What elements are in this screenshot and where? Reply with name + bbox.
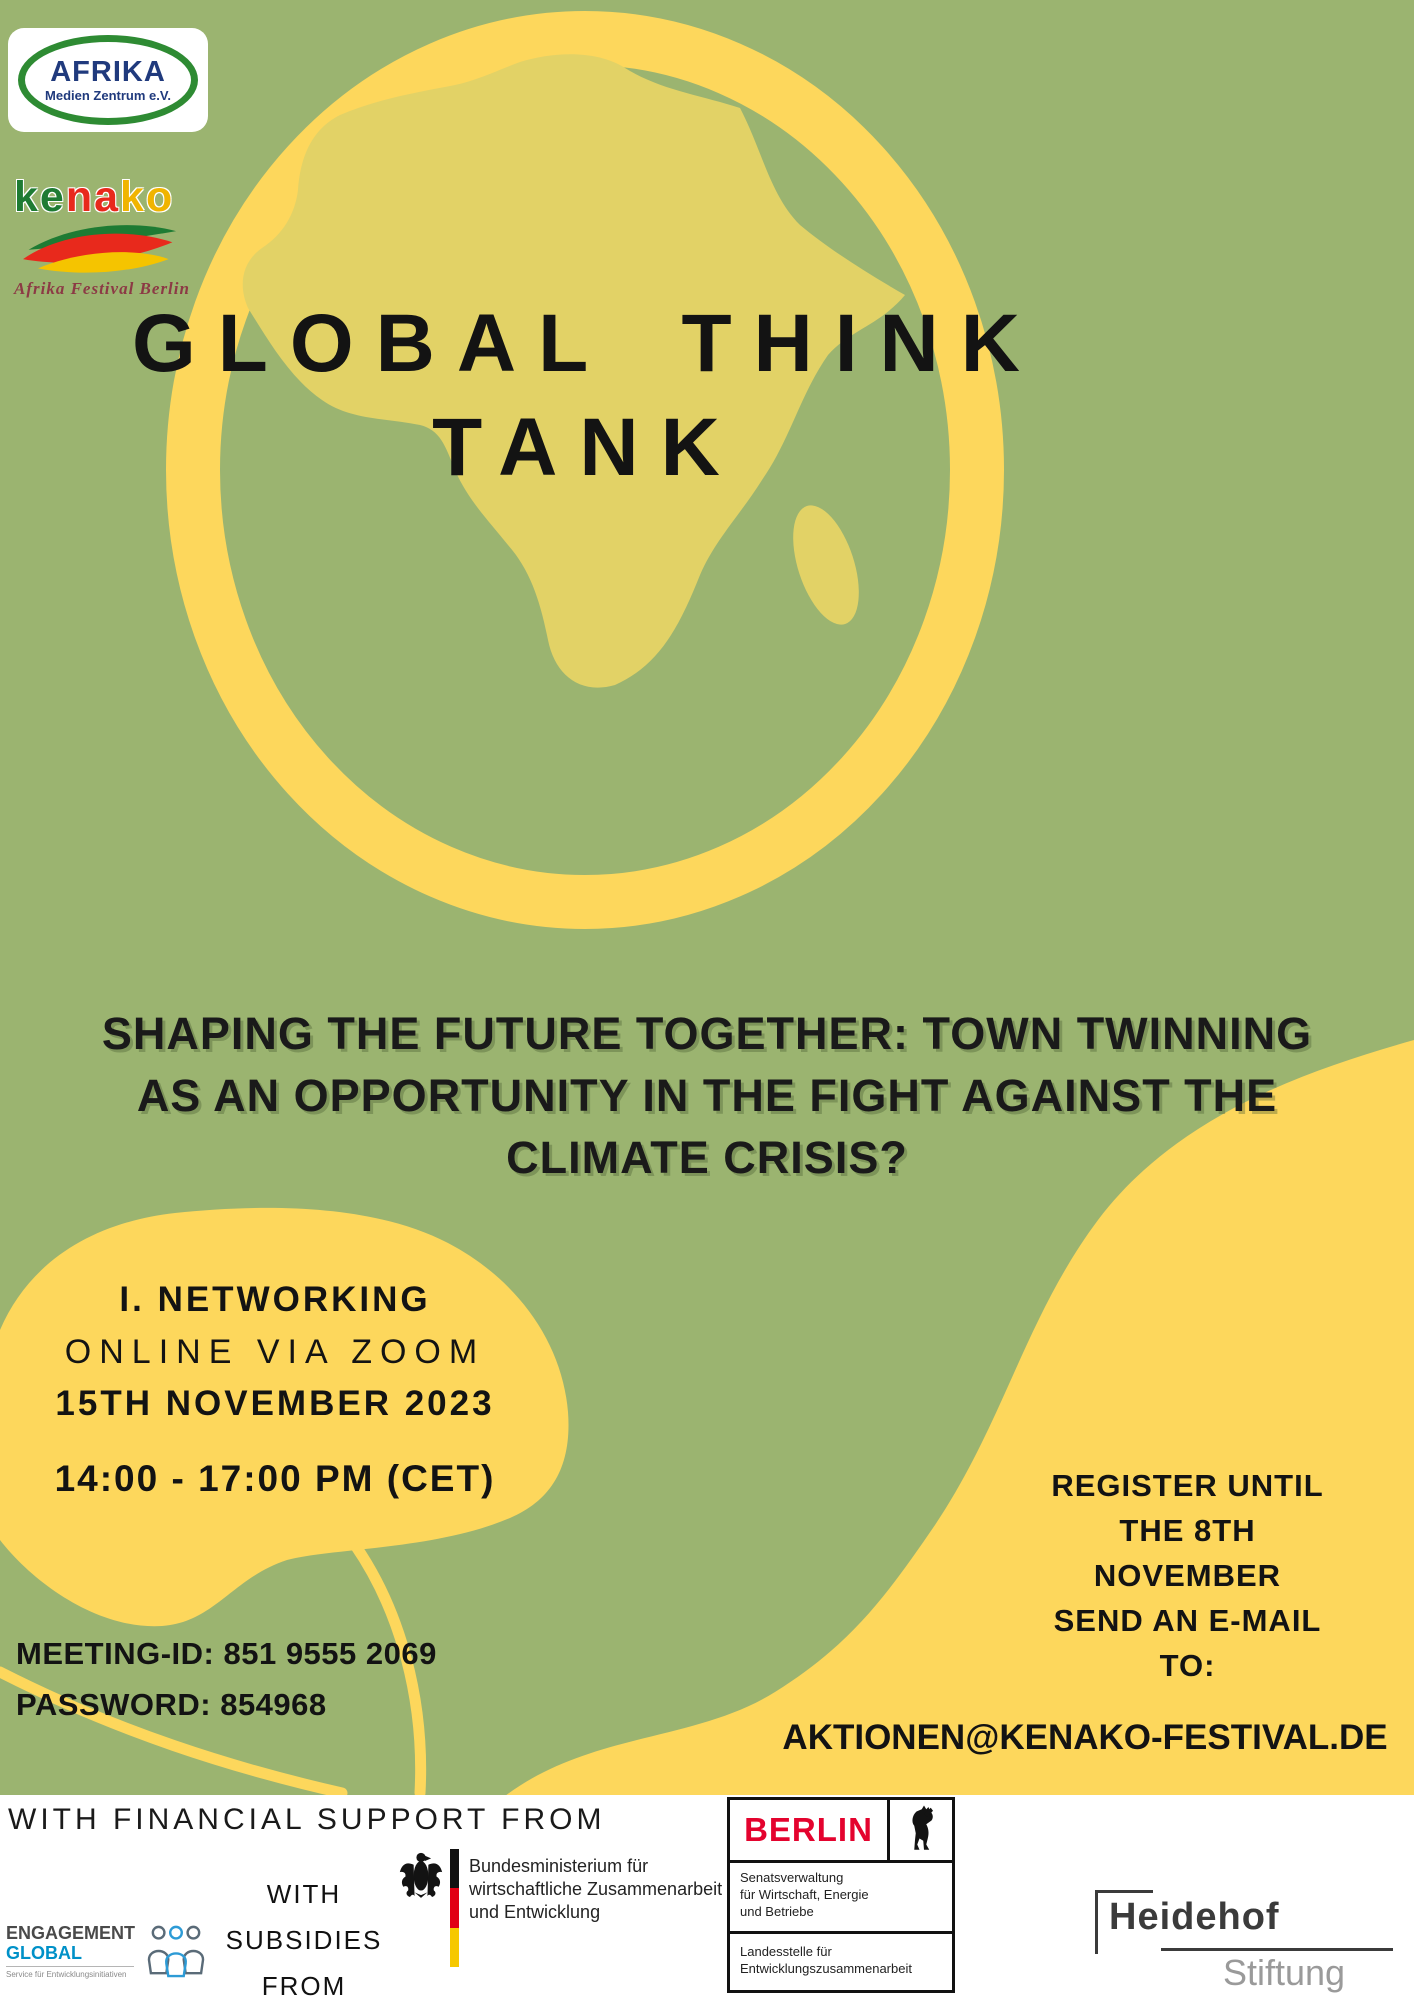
berlin-department: Senatsverwaltung für Wirtschaft, Energie… bbox=[730, 1863, 952, 1934]
registration-line4: SEND AN E-MAIL bbox=[1053, 1603, 1322, 1638]
engagement-global-logo: ENGAGEMENT GLOBAL Service für Entwicklun… bbox=[6, 1923, 207, 1984]
sponsor-footer: WITH FINANCIAL SUPPORT FROM ENGAGEMENT G… bbox=[0, 1795, 1414, 2000]
berlin-bear-icon bbox=[906, 1804, 936, 1857]
session-heading: I. NETWORKING bbox=[119, 1280, 431, 1319]
berlin-wordmark: BERLIN bbox=[744, 1811, 873, 1848]
berlin-office-line2: Entwicklungszusammenarbeit bbox=[740, 1961, 912, 1976]
kenako-tagline: Afrika Festival Berlin bbox=[14, 279, 190, 298]
africa-map bbox=[242, 54, 905, 688]
berlin-wordmark-cell: BERLIN bbox=[730, 1800, 890, 1860]
meeting-password: PASSWORD: 854968 bbox=[16, 1687, 327, 1722]
engagement-global-rule bbox=[6, 1966, 134, 1967]
federal-eagle-icon bbox=[398, 1847, 444, 1967]
bmz-line1: Bundesministerium für bbox=[469, 1856, 649, 1876]
session-time: 14:00 - 17:00 PM (CET) bbox=[54, 1458, 496, 1499]
engagement-global-text: ENGAGEMENT GLOBAL Service für Entwicklun… bbox=[6, 1923, 135, 1979]
yellow-ring bbox=[166, 11, 1004, 929]
page-title: GLOBAL THINK TANK bbox=[107, 292, 1067, 500]
kenako-festival-logo: kenako Afrika Festival Berlin bbox=[14, 176, 194, 299]
kenako-ko: ko bbox=[120, 173, 175, 221]
yellow-arc-left bbox=[0, 1666, 348, 1799]
engagement-global-line2: GLOBAL bbox=[6, 1943, 82, 1963]
afrika-logo-ellipse: AFRIKA Medien Zentrum e.V. bbox=[18, 35, 198, 125]
registration-line1: REGISTER UNTIL bbox=[1051, 1468, 1324, 1503]
bmz-text: Bundesministerium für wirtschaftliche Zu… bbox=[469, 1847, 722, 1967]
registration-line2: THE 8TH bbox=[1119, 1513, 1256, 1548]
bmz-logo: Bundesministerium für wirtschaftliche Zu… bbox=[398, 1847, 722, 1967]
heidehof-name: Heidehof bbox=[1109, 1896, 1280, 1938]
german-flag-stripe bbox=[450, 1849, 459, 1967]
subtitle-line3: CLIMATE CRISIS? bbox=[506, 1132, 908, 1183]
subsidies-line3: FROM bbox=[261, 1971, 347, 2000]
kenako-ke: ke bbox=[14, 173, 66, 221]
berlin-dept-line1: Senatsverwaltung bbox=[740, 1870, 844, 1885]
title-line2: TANK bbox=[432, 402, 742, 493]
session-info: I. NETWORKING ONLINE VIA ZOOM 15TH NOVEM… bbox=[25, 1274, 525, 1500]
session-date: 15TH NOVEMBER 2023 bbox=[55, 1384, 495, 1423]
berlin-bear-cell bbox=[890, 1800, 952, 1860]
session-channel: ONLINE VIA ZOOM bbox=[64, 1333, 486, 1371]
registration-line3: NOVEMBER bbox=[1093, 1558, 1282, 1593]
berlin-logo-top-row: BERLIN bbox=[730, 1800, 952, 1863]
heidehof-mid-rule bbox=[1161, 1948, 1393, 1951]
berlin-office: Landesstelle für Entwicklungszusammenarb… bbox=[730, 1934, 952, 1990]
registration-email: AKTIONEN@KENAKO-FESTIVAL.DE bbox=[782, 1718, 1388, 1757]
heidehof-stiftung-logo: Heidehof Stiftung bbox=[1095, 1890, 1400, 1995]
yellow-arc-right bbox=[349, 1539, 427, 1799]
people-icon bbox=[145, 1923, 207, 1984]
subtitle-line1: SHAPING THE FUTURE TOGETHER: TOWN TWINNI… bbox=[101, 1008, 1313, 1059]
right-yellow-blob bbox=[505, 1040, 1414, 1796]
afrika-logo-subline: Medien Zentrum e.V. bbox=[45, 88, 171, 103]
subtitle-line2: AS AN OPPORTUNITY IN THE FIGHT AGAINST T… bbox=[136, 1070, 1278, 1121]
afrika-medien-zentrum-logo: AFRIKA Medien Zentrum e.V. bbox=[8, 28, 208, 132]
left-yellow-blob bbox=[0, 1207, 569, 1627]
madagascar-shape bbox=[793, 505, 859, 625]
title-line1: GLOBAL THINK bbox=[131, 298, 1042, 389]
kenako-wordmark: kenako bbox=[14, 173, 194, 221]
bmz-line3: und Entwicklung bbox=[469, 1902, 601, 1922]
kenako-na: na bbox=[65, 173, 121, 221]
berlin-senate-logo: BERLIN Senatsverwaltung für Wir bbox=[727, 1797, 955, 1993]
bmz-line2: wirtschaftliche Zusammenarbeit bbox=[469, 1879, 723, 1899]
kenako-swoosh-icon bbox=[18, 218, 194, 279]
meeting-credentials: MEETING-ID: 851 9555 2069 PASSWORD: 8549… bbox=[16, 1628, 437, 1730]
afrika-logo-name: AFRIKA bbox=[50, 56, 166, 88]
berlin-office-line1: Landesstelle für bbox=[740, 1944, 832, 1959]
subsidies-line1: WITH bbox=[266, 1879, 342, 1909]
heidehof-vertical-rule bbox=[1095, 1890, 1098, 1954]
heidehof-top-rule bbox=[1095, 1890, 1153, 1893]
registration-line5: TO: bbox=[1159, 1648, 1216, 1683]
engagement-global-tagline: Service für Entwicklungsinitiativen bbox=[6, 1970, 127, 1979]
berlin-dept-line2: für Wirtschaft, Energie bbox=[740, 1887, 869, 1902]
subsidies-line2: SUBSIDIES bbox=[225, 1925, 383, 1955]
subsidies-label: WITH SUBSIDIES FROM bbox=[218, 1871, 390, 2000]
berlin-dept-line3: und Betriebe bbox=[740, 1904, 814, 1919]
engagement-global-line1: ENGAGEMENT bbox=[6, 1923, 136, 1943]
event-subtitle: SHAPING THE FUTURE TOGETHER: TOWN TWINNI… bbox=[57, 1003, 1357, 1189]
heidehof-subname: Stiftung bbox=[1223, 1952, 1346, 1993]
financial-support-label: WITH FINANCIAL SUPPORT FROM bbox=[8, 1803, 606, 1836]
registration-info: REGISTER UNTIL THE 8TH NOVEMBER SEND AN … bbox=[1000, 1463, 1375, 1688]
meeting-id: MEETING-ID: 851 9555 2069 bbox=[16, 1636, 437, 1671]
